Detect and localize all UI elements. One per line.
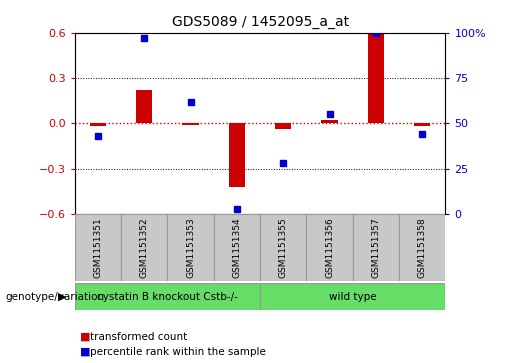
Text: GSM1151357: GSM1151357 — [371, 217, 381, 278]
Text: transformed count: transformed count — [90, 332, 187, 342]
Bar — [90, 123, 106, 126]
Text: cystatin B knockout Cstb-/-: cystatin B knockout Cstb-/- — [97, 292, 238, 302]
Text: genotype/variation: genotype/variation — [5, 292, 104, 302]
Bar — [214, 214, 260, 281]
Bar — [121, 214, 167, 281]
Bar — [353, 214, 399, 281]
Text: wild type: wild type — [329, 292, 376, 302]
Bar — [414, 123, 431, 126]
Bar — [260, 214, 306, 281]
Bar — [321, 121, 338, 123]
Text: GSM1151351: GSM1151351 — [93, 217, 102, 278]
Text: GSM1151356: GSM1151356 — [325, 217, 334, 278]
Text: GSM1151355: GSM1151355 — [279, 217, 288, 278]
Bar — [182, 123, 199, 125]
Bar — [75, 214, 121, 281]
Bar — [229, 123, 245, 187]
Bar — [399, 214, 445, 281]
Text: GSM1151358: GSM1151358 — [418, 217, 427, 278]
Text: GSM1151353: GSM1151353 — [186, 217, 195, 278]
Title: GDS5089 / 1452095_a_at: GDS5089 / 1452095_a_at — [171, 15, 349, 29]
Text: GSM1151354: GSM1151354 — [232, 217, 242, 278]
Bar — [260, 283, 445, 310]
Bar — [167, 214, 214, 281]
Text: ▶: ▶ — [58, 292, 66, 302]
Text: ■: ■ — [80, 347, 90, 357]
Bar — [75, 283, 260, 310]
Text: ■: ■ — [80, 332, 90, 342]
Text: GSM1151352: GSM1151352 — [140, 217, 149, 278]
Bar — [306, 214, 353, 281]
Bar — [136, 90, 152, 123]
Text: percentile rank within the sample: percentile rank within the sample — [90, 347, 266, 357]
Bar — [275, 123, 291, 130]
Bar — [368, 33, 384, 123]
